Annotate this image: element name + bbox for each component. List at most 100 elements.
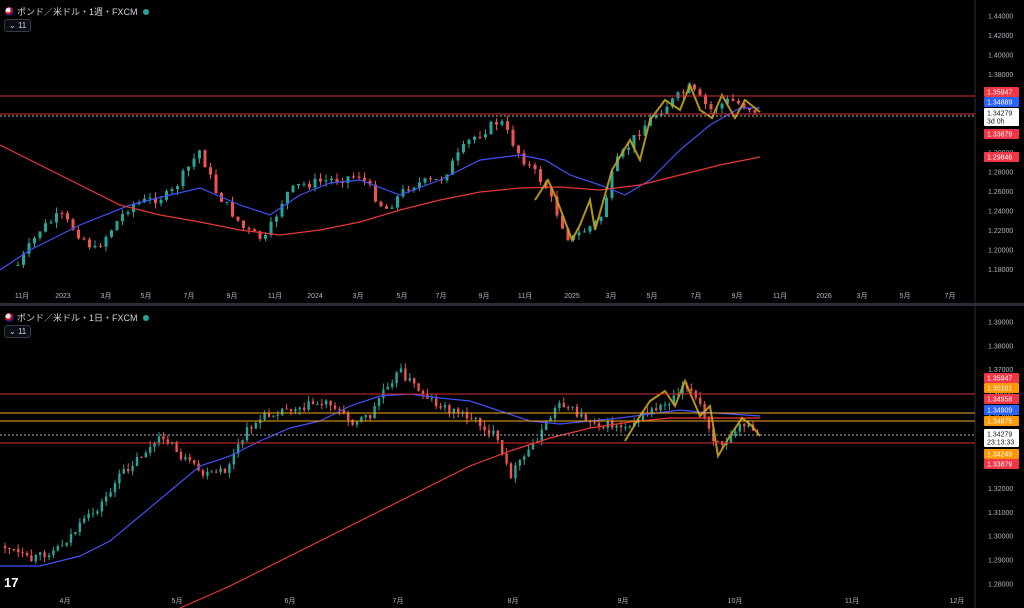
daily-chart-canvas[interactable]: 1.390001.380001.370001.360001.350001.340… xyxy=(0,306,1024,608)
weekly-chart-canvas[interactable]: 1.440001.420001.400001.380001.360001.340… xyxy=(0,0,1024,303)
candle-body xyxy=(47,555,51,558)
candle-body xyxy=(470,418,473,420)
candle-body xyxy=(351,420,354,425)
candle-body xyxy=(360,417,363,422)
candle-body xyxy=(738,424,741,432)
candle-body xyxy=(237,444,240,454)
candle-body xyxy=(518,459,521,466)
candle-body xyxy=(726,98,729,104)
price-badge-label: 1.34279 xyxy=(987,111,1012,118)
price-axis-label: 1.24000 xyxy=(988,209,1013,216)
candle-body xyxy=(720,103,724,109)
candle-body xyxy=(61,545,64,547)
candle-body xyxy=(294,409,297,412)
candle-body xyxy=(483,426,486,431)
price-badge-label: 1.34249 xyxy=(987,452,1012,459)
short-moving-average-line xyxy=(0,393,761,567)
indicator-count: 11 xyxy=(17,21,27,30)
candle-body xyxy=(285,408,288,410)
candle-body xyxy=(250,427,253,429)
candle-body xyxy=(594,221,597,227)
candle-body xyxy=(254,423,257,429)
candle-body xyxy=(17,549,20,553)
candle-body xyxy=(407,189,410,191)
candle-body xyxy=(122,468,125,474)
candle-body xyxy=(588,226,592,232)
candle-body xyxy=(747,424,750,427)
candle-body xyxy=(413,378,416,384)
long-moving-average-line xyxy=(179,417,760,608)
candle-body xyxy=(21,552,24,554)
candle-body xyxy=(65,542,68,546)
price-badge-label: 1.29846 xyxy=(987,155,1012,162)
candle-body xyxy=(539,169,542,183)
indicator-toggle[interactable]: ⌄ 11 xyxy=(4,19,32,32)
candle-body xyxy=(93,245,97,248)
daily-chart-pane[interactable]: ポンド／米ドル・1日・FXCM ⌄ 11 1.39000 1.38000 1.370… xyxy=(0,306,1024,608)
candle-body xyxy=(545,420,548,430)
candle-body xyxy=(269,221,273,235)
price-badge-label: 1.33879 xyxy=(987,132,1012,139)
candle-body xyxy=(22,253,25,265)
candle-body xyxy=(49,222,53,224)
candle-body xyxy=(743,424,746,427)
price-badge-label: 1.35947 xyxy=(987,90,1012,97)
time-axis-label: 6月 xyxy=(285,597,296,605)
pane-divider[interactable] xyxy=(0,303,1024,306)
time-axis-label: 5月 xyxy=(647,292,658,300)
candle-body xyxy=(298,407,301,410)
candle-body xyxy=(509,463,513,479)
short-moving-average-line xyxy=(0,107,760,271)
candle-body xyxy=(665,106,669,114)
candle-body xyxy=(253,229,256,232)
time-axis-label: 3月 xyxy=(101,292,112,300)
candle-body xyxy=(575,406,579,417)
candle-body xyxy=(377,398,381,406)
candle-body xyxy=(115,221,119,231)
candle-body xyxy=(698,89,702,96)
candle-body xyxy=(267,413,271,417)
time-axis-label: 7月 xyxy=(691,292,702,300)
tradingview-logo[interactable]: 17 xyxy=(4,575,19,590)
candle-body xyxy=(451,160,454,175)
symbol-title[interactable]: ポンド／米ドル・1日・FXCM xyxy=(5,311,149,324)
time-axis-label: 5月 xyxy=(141,292,152,300)
candle-body xyxy=(638,135,641,137)
candle-body xyxy=(179,451,183,460)
candle-body xyxy=(753,110,757,113)
price-axis-label: 1.20000 xyxy=(988,248,1013,255)
candle-body xyxy=(291,185,295,192)
weekly-chart-pane[interactable]: ポンド／米ドル・1週・FXCM ⌄ 11 1.44000 1.42000 1.400… xyxy=(0,0,1024,303)
candle-body xyxy=(707,417,711,429)
candle-body xyxy=(429,178,432,180)
zigzag-indicator xyxy=(624,378,761,459)
symbol-title[interactable]: ポンド／米ドル・1週・FXCM xyxy=(5,5,149,18)
candle-body xyxy=(374,184,377,202)
time-axis-label: 3月 xyxy=(606,292,617,300)
candle-body xyxy=(734,431,737,436)
candle-body xyxy=(118,473,121,484)
candle-body xyxy=(143,198,146,203)
price-axis-label: 1.18000 xyxy=(988,267,1013,274)
candle-body xyxy=(176,186,179,190)
price-badge xyxy=(984,97,1019,107)
candle-body xyxy=(511,129,515,146)
candle-body xyxy=(517,145,520,154)
candle-body xyxy=(522,153,526,165)
candle-body xyxy=(60,213,64,215)
candle-body xyxy=(335,178,339,182)
candle-body xyxy=(131,465,134,472)
candle-body xyxy=(303,407,306,410)
time-axis-label: 9月 xyxy=(618,597,629,605)
candle-body xyxy=(27,243,31,254)
indicator-toggle[interactable]: ⌄ 11 xyxy=(4,325,32,338)
candle-body xyxy=(487,430,491,434)
candle-body xyxy=(157,436,161,444)
candle-body xyxy=(418,182,421,188)
candle-body xyxy=(616,156,619,172)
candle-body xyxy=(452,408,455,414)
candle-body xyxy=(264,234,267,239)
long-moving-average-line xyxy=(0,144,761,236)
price-axis-label: 1.32000 xyxy=(988,486,1013,493)
price-badge-label: 1.35101 xyxy=(987,386,1012,393)
